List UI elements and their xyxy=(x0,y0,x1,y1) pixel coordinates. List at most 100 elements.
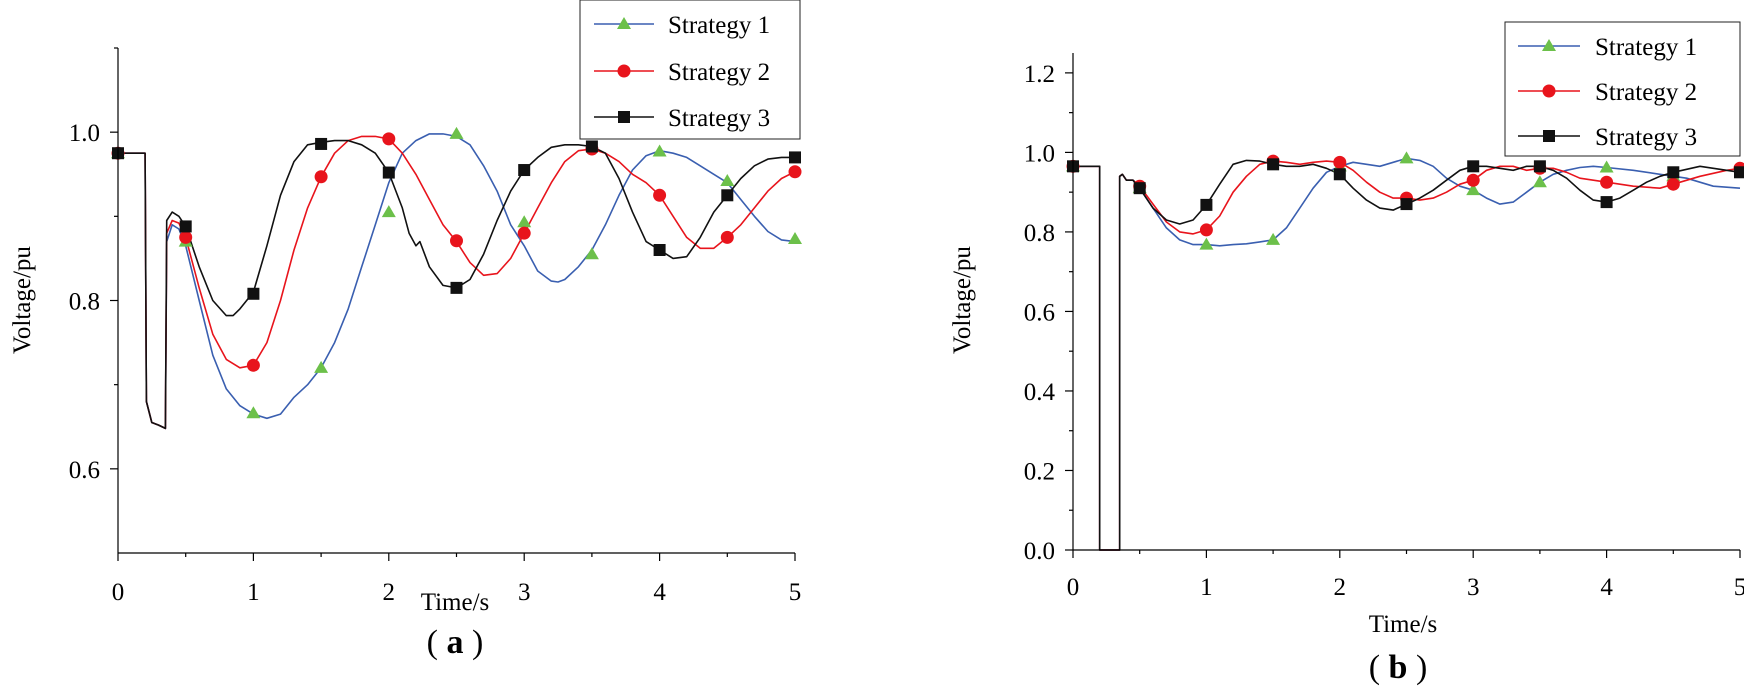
data-point-b-strategy-2 xyxy=(1600,175,1614,189)
x-tick-label-b: 5 xyxy=(1734,574,1744,601)
data-point-a-strategy-3 xyxy=(315,137,328,150)
legend-b-label-3: Strategy 3 xyxy=(1595,124,1697,151)
x-axis-title-b: Time/s xyxy=(1369,611,1438,638)
data-point-a-strategy-2 xyxy=(720,230,734,244)
panel-letter-a: a xyxy=(447,624,464,661)
marker-layer-b xyxy=(1066,151,1744,250)
x-tick-label-a: 5 xyxy=(789,579,802,606)
data-point-b-strategy-3 xyxy=(1467,160,1480,173)
data-point-b-strategy-3 xyxy=(1400,198,1413,211)
x-tick-label-b: 4 xyxy=(1600,574,1613,601)
legend-a: Strategy 1 Strategy 2 Strategy 3 xyxy=(579,0,801,140)
legend-a-label-3: Strategy 3 xyxy=(668,105,770,132)
data-point-a-strategy-3 xyxy=(382,166,395,179)
panel-letter-b: b xyxy=(1389,649,1408,686)
legend-a-label-2: Strategy 2 xyxy=(668,59,770,86)
data-point-a-strategy-3 xyxy=(450,281,463,294)
data-point-a-strategy-1 xyxy=(314,360,329,373)
data-point-b-strategy-2 xyxy=(1199,223,1213,237)
data-point-a-strategy-2 xyxy=(517,226,531,240)
ticks-a: 0 1 2 3 4 5 0.6 0.8 1.0 xyxy=(69,47,802,606)
series-line-a-strategy-1 xyxy=(118,133,796,430)
y-tick-label-b: 0.6 xyxy=(1024,299,1055,326)
data-point-b-strategy-3 xyxy=(1533,160,1546,173)
data-point-b-strategy-1 xyxy=(1266,232,1281,245)
legend-a-marker-2 xyxy=(617,64,631,78)
series-layer-a xyxy=(118,133,796,430)
x-tick-label-a: 4 xyxy=(653,579,666,606)
legend-b-label-1: Strategy 1 xyxy=(1595,34,1697,61)
y-tick-label-a: 0.6 xyxy=(69,457,100,484)
data-point-b-strategy-1 xyxy=(1466,183,1481,196)
data-point-b-strategy-2 xyxy=(1333,155,1347,169)
ticks-b: 0 1 2 3 4 5 0.0 0.2 0.4 0.6 0.8 1.0 1.2 xyxy=(1024,61,1744,601)
x-tick-label-a: 2 xyxy=(383,579,396,606)
y-tick-label-b: 1.0 xyxy=(1024,140,1055,167)
series-line-b-strategy-3 xyxy=(1073,159,1741,551)
data-point-a-strategy-1 xyxy=(652,144,667,157)
data-point-a-strategy-1 xyxy=(449,126,464,139)
data-point-a-strategy-2 xyxy=(246,358,260,372)
data-point-a-strategy-1 xyxy=(381,205,396,218)
data-point-a-strategy-1 xyxy=(788,232,802,245)
y-tick-label-b: 0.4 xyxy=(1024,379,1056,406)
data-point-a-strategy-3 xyxy=(789,151,801,164)
data-point-a-strategy-1 xyxy=(584,247,599,260)
legend-a-marker-3 xyxy=(618,111,630,123)
x-tick-label-a: 3 xyxy=(518,579,531,606)
data-point-a-strategy-1 xyxy=(720,173,735,186)
data-point-a-strategy-2 xyxy=(653,188,667,202)
y-tick-label-a: 1.0 xyxy=(69,120,100,147)
x-tick-label-b: 2 xyxy=(1334,574,1347,601)
data-point-a-strategy-2 xyxy=(788,165,802,179)
data-point-b-strategy-3 xyxy=(1333,168,1346,181)
x-axis-title-a: Time/s xyxy=(421,589,490,616)
chart-panel-b: 0 1 2 3 4 5 0.0 0.2 0.4 0.6 0.8 1.0 1.2 Time/s Volta… xyxy=(949,21,1744,686)
panel-label-b: ( b ) xyxy=(1369,649,1428,686)
data-point-b-strategy-3 xyxy=(1133,182,1146,195)
chart-panel-a: 0 1 2 3 4 50.60.81.0 Time/s Voltage/pu ( a ) … xyxy=(9,0,802,661)
y-tick-label-a: 0.8 xyxy=(69,289,100,316)
y-tick-label-b: 0.8 xyxy=(1024,220,1055,247)
data-point-b-strategy-2 xyxy=(1666,177,1680,191)
series-line-a-strategy-3 xyxy=(118,139,795,430)
data-point-b-strategy-1 xyxy=(1532,175,1547,188)
data-point-b-strategy-3 xyxy=(1600,196,1613,209)
y-axis-title-a: Voltage/pu xyxy=(9,246,36,354)
data-point-b-strategy-1 xyxy=(1199,237,1214,250)
data-point-a-strategy-1 xyxy=(246,406,261,419)
data-point-a-strategy-1 xyxy=(517,215,532,228)
data-point-a-strategy-2 xyxy=(450,234,463,248)
y-tick-label-b: 0.0 xyxy=(1024,538,1055,565)
data-point-b-strategy-1 xyxy=(1399,151,1414,164)
legend-b: Strategy 1 Strategy 2 Strategy 3 xyxy=(1504,21,1741,157)
legend-b-label-2: Strategy 2 xyxy=(1595,79,1697,106)
data-point-a-strategy-3 xyxy=(721,189,734,202)
panel-label-a: ( a ) xyxy=(427,624,484,661)
data-point-b-strategy-1 xyxy=(1599,160,1614,173)
x-tick-label-a: 1 xyxy=(247,579,260,606)
series-line-b-strategy-2 xyxy=(1073,160,1741,551)
data-point-b-strategy-2 xyxy=(1466,173,1480,187)
legend-b-marker-1 xyxy=(1542,39,1556,51)
x-tick-label-a: 0 xyxy=(112,579,125,606)
data-point-a-strategy-2 xyxy=(179,230,193,244)
legend-b-marker-3 xyxy=(1543,130,1555,142)
series-layer-b xyxy=(1073,157,1741,551)
data-point-a-strategy-3 xyxy=(179,220,192,233)
legend-a-marker-1 xyxy=(617,17,631,29)
data-point-a-strategy-2 xyxy=(382,132,396,146)
x-tick-label-b: 3 xyxy=(1467,574,1480,601)
data-point-b-strategy-3 xyxy=(1267,158,1280,171)
data-point-a-strategy-3 xyxy=(653,244,666,256)
legend-b-marker-2 xyxy=(1542,84,1556,98)
data-point-a-strategy-2 xyxy=(314,170,328,184)
y-axis-title-b: Voltage/pu xyxy=(949,246,976,354)
data-point-b-strategy-3 xyxy=(1667,166,1680,179)
marker-layer-a xyxy=(111,126,802,419)
y-tick-label-b: 0.2 xyxy=(1024,458,1055,485)
x-tick-label-b: 1 xyxy=(1200,574,1213,601)
data-point-b-strategy-3 xyxy=(1734,166,1744,179)
legend-a-label-1: Strategy 1 xyxy=(668,12,770,39)
